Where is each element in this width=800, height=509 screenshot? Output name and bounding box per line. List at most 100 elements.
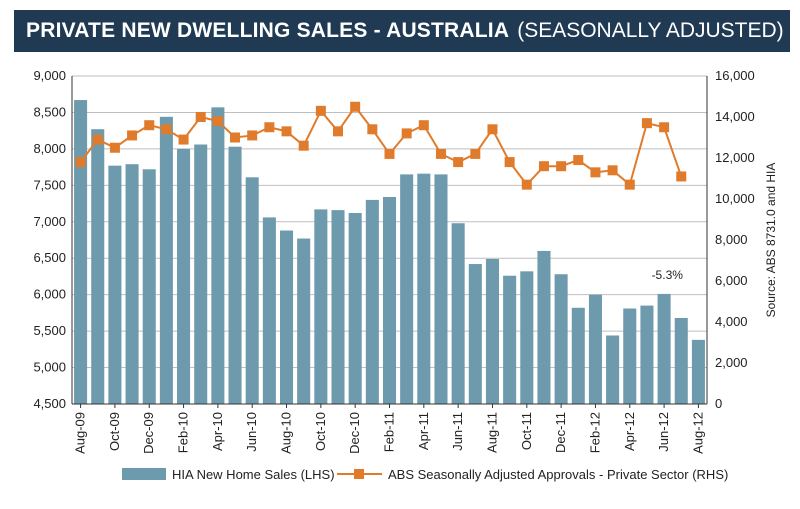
line-marker bbox=[590, 167, 601, 178]
x-tick-label: Feb-11 bbox=[382, 412, 397, 452]
x-tick-label: Oct-10 bbox=[313, 412, 328, 451]
bar bbox=[262, 217, 276, 404]
bar bbox=[280, 230, 294, 404]
source-note: Source: ABS 8731.0 and HIA bbox=[764, 163, 778, 318]
x-tick-label: Dec-10 bbox=[347, 412, 362, 454]
line-marker bbox=[92, 134, 103, 145]
bar bbox=[503, 275, 517, 404]
x-tick-label: Apr-10 bbox=[210, 412, 225, 451]
line-marker bbox=[212, 116, 223, 127]
bar bbox=[606, 335, 620, 404]
line-marker bbox=[384, 148, 395, 159]
y-left-tick-label: 7,500 bbox=[33, 177, 66, 192]
legend: HIA New Home Sales (LHS) ABS Seasonally A… bbox=[122, 467, 728, 482]
annotation-label: -5.3% bbox=[652, 268, 684, 282]
x-tick-label: Feb-10 bbox=[176, 412, 191, 453]
bar bbox=[657, 293, 671, 404]
y-left-tick-label: 6,500 bbox=[33, 250, 66, 265]
bar bbox=[297, 238, 311, 404]
bar bbox=[400, 174, 414, 404]
x-tick-label: Aug-12 bbox=[690, 412, 705, 454]
y-left-tick-label: 5,000 bbox=[33, 360, 66, 375]
bar bbox=[142, 169, 156, 404]
y-left-tick-label: 6,000 bbox=[33, 287, 66, 302]
bar bbox=[125, 164, 139, 404]
x-tick-label: Feb-12 bbox=[587, 412, 602, 453]
y-right-tick-label: 12,000 bbox=[715, 150, 755, 165]
line-marker bbox=[195, 112, 206, 122]
legend-label-bars: HIA New Home Sales (LHS) bbox=[172, 467, 335, 482]
line-marker bbox=[504, 157, 515, 168]
y-left-tick-label: 7,000 bbox=[33, 214, 66, 229]
bar bbox=[451, 223, 465, 404]
x-tick-label: Dec-11 bbox=[553, 412, 568, 453]
x-tick-label: Dec-09 bbox=[141, 412, 156, 454]
y-left-tick-label: 8,000 bbox=[33, 141, 66, 156]
line-marker bbox=[624, 179, 635, 190]
line-marker bbox=[487, 124, 498, 135]
legend-label-line: ABS Seasonally Adjusted Approvals - Priv… bbox=[388, 467, 728, 482]
line-marker bbox=[367, 124, 378, 135]
bar bbox=[194, 144, 208, 404]
bar bbox=[159, 116, 173, 404]
bar bbox=[211, 107, 225, 404]
line-marker bbox=[659, 122, 670, 133]
line-marker bbox=[435, 148, 446, 159]
x-tick-label: Jun-12 bbox=[656, 412, 671, 452]
line-marker bbox=[109, 142, 120, 153]
bar bbox=[468, 264, 482, 404]
y-right-tick-label: 6,000 bbox=[715, 273, 748, 288]
legend-swatch-bars bbox=[122, 468, 166, 480]
bar bbox=[331, 210, 345, 404]
line-marker bbox=[127, 130, 138, 141]
line-marker bbox=[178, 134, 189, 145]
line-series bbox=[75, 101, 687, 190]
line-marker bbox=[247, 130, 258, 141]
line-marker bbox=[230, 132, 241, 143]
x-tick-label: Aug-09 bbox=[73, 412, 88, 454]
bar bbox=[537, 250, 551, 404]
line-marker bbox=[418, 120, 429, 131]
line-marker bbox=[470, 148, 481, 159]
line-marker bbox=[264, 122, 275, 133]
y-left-tick-label: 4,500 bbox=[33, 396, 66, 411]
x-tick-label: Oct-09 bbox=[107, 412, 122, 451]
axes: 4,500 5,000 5,500 6,000 6,500 7,000 7,500 8,000… bbox=[33, 68, 778, 454]
y-right-tick-label: 8,000 bbox=[715, 232, 748, 247]
bar bbox=[691, 339, 705, 404]
bar bbox=[623, 308, 637, 404]
bar bbox=[228, 146, 242, 405]
y-right-tick-label: 14,000 bbox=[715, 109, 755, 124]
line-marker bbox=[573, 155, 584, 166]
legend-swatch-marker bbox=[354, 469, 364, 479]
x-tick-label: Aug-10 bbox=[279, 412, 294, 454]
y-right-tick-label: 10,000 bbox=[715, 191, 755, 206]
line-marker bbox=[315, 105, 326, 116]
y-left-tick-label: 5,500 bbox=[33, 323, 66, 338]
x-tick-label: Apr-11 bbox=[416, 412, 431, 450]
line-marker bbox=[556, 161, 567, 172]
bar bbox=[365, 199, 379, 404]
x-tick-label: Jun-11 bbox=[450, 412, 465, 451]
line-marker bbox=[607, 165, 618, 176]
bar bbox=[674, 317, 688, 404]
chart-title: PRIVATE NEW DWELLING SALES - AUSTRALIA bbox=[26, 19, 510, 42]
y-left-tick-label: 8,500 bbox=[33, 104, 66, 119]
bar bbox=[108, 165, 122, 404]
x-tick-label: Oct-11 bbox=[519, 412, 534, 450]
line-marker bbox=[350, 101, 361, 112]
bar bbox=[417, 173, 431, 404]
line-marker bbox=[676, 171, 687, 182]
x-tick-label: Aug-11 bbox=[484, 412, 499, 453]
bar bbox=[91, 129, 105, 404]
bar bbox=[245, 177, 259, 404]
y-left-tick-label: 9,000 bbox=[33, 68, 66, 83]
y-right-tick-label: 16,000 bbox=[715, 68, 755, 83]
line-marker bbox=[521, 179, 532, 190]
bar bbox=[571, 307, 585, 404]
bar bbox=[177, 148, 191, 404]
line-marker bbox=[538, 161, 549, 172]
bar bbox=[74, 100, 88, 404]
bar bbox=[382, 196, 397, 404]
